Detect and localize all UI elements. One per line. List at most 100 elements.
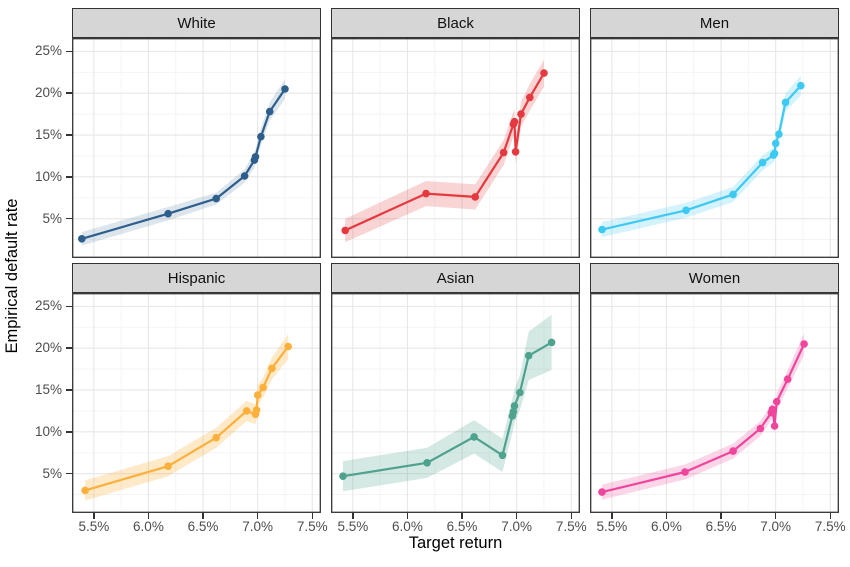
facet-strip-hispanic: Hispanic [72,263,321,293]
facet-strip-white: White [72,8,321,38]
panel-background [331,38,580,258]
data-point-women [756,424,765,433]
data-point-men [770,149,779,158]
data-point-white [265,107,274,116]
data-point-hispanic [259,383,267,392]
data-point-hispanic [252,406,261,414]
confidence-ribbon-women [602,333,805,500]
data-point-white [78,235,86,243]
x-tick-mark [202,513,204,519]
data-point-asian [547,338,556,347]
data-point-men [781,98,790,107]
confidence-ribbon-white [81,79,285,246]
y-tick-mark [66,472,72,475]
y-tick-label: 5% [42,465,62,481]
x-tick-label: 6.5% [446,519,478,534]
data-point-asian [524,351,533,360]
y-tick-mark [66,347,72,349]
data-point-hispanic [242,407,251,415]
x-tick-mark [93,513,95,519]
data-point-black [517,110,525,118]
x-tick-label: 7.5% [814,519,846,534]
facet-panel-women [590,293,839,513]
data-point-asian [516,388,524,397]
data-point-women [681,468,689,476]
facet-panel-white [72,38,321,258]
data-point-white [251,153,260,161]
y-tick-mark [66,305,72,308]
panel-background [590,38,839,258]
data-point-black [511,148,520,156]
x-tick-mark [611,513,613,519]
x-tick-label: 6.0% [392,519,423,534]
data-point-black [422,189,430,198]
data-point-men [775,130,783,138]
panel-background [72,38,321,258]
data-point-white [212,194,220,203]
y-tick-mark [66,389,72,391]
data-point-asian [509,408,518,416]
y-tick-label: 15% [34,382,62,398]
x-tick-label: 5.5% [78,519,110,534]
data-point-women [768,405,777,414]
x-axis-title: Target return [408,534,503,552]
x-tick-mark [570,513,572,519]
facet-strip-men: Men [590,8,839,38]
x-tick-mark [311,513,313,519]
data-point-asian [470,433,478,441]
y-tick-mark [66,92,72,94]
x-tick-label: 7.5% [296,519,328,534]
data-point-women [783,375,792,383]
data-point-black [510,117,519,126]
data-point-hispanic [284,342,292,351]
x-tick-label: 7.0% [242,519,274,534]
data-point-men [797,81,805,90]
x-tick-mark [720,513,722,519]
facet-panel-asian [331,293,580,513]
data-point-men [771,139,780,148]
data-point-white [164,209,172,218]
x-tick-label: 6.0% [133,519,164,534]
y-axis-title: Empirical default rate [3,198,21,354]
panel-background [590,293,839,513]
data-point-men [598,225,606,234]
panel-border [590,38,839,258]
y-tick-label: 25% [34,43,62,59]
x-tick-mark [829,513,831,519]
x-tick-label: 6.0% [651,519,682,534]
data-point-hispanic [212,433,220,442]
y-tick-label: 20% [34,85,62,101]
data-point-black [526,93,534,102]
y-tick-label: 25% [34,298,62,314]
panel-border [72,293,321,513]
panel-border [590,293,839,513]
x-tick-label: 6.5% [187,519,219,534]
x-tick-label: 7.5% [555,519,587,534]
facet-strip-asian: Asian [331,263,580,293]
x-tick-mark [406,513,409,519]
facet-strip-black: Black [331,8,580,38]
panel-background [72,293,321,513]
y-tick-label: 15% [34,127,62,143]
data-point-women [800,340,808,348]
x-tick-mark [352,513,354,519]
panel-background [331,293,580,513]
facet-panel-black [331,38,580,258]
data-point-black [341,226,349,235]
y-tick-mark [66,176,72,178]
data-point-white [281,85,289,93]
data-point-women [772,397,781,406]
x-tick-mark [515,513,518,519]
facet-panel-hispanic [72,293,321,513]
data-point-men [758,158,767,167]
x-tick-mark [147,513,150,519]
data-point-asian [498,451,507,460]
data-point-women [729,447,737,455]
facet-panel-men [590,38,839,258]
data-point-white [240,172,249,180]
data-point-hispanic [164,462,172,470]
data-point-women [770,422,779,430]
y-tick-mark [66,431,72,433]
data-point-hispanic [81,486,89,495]
